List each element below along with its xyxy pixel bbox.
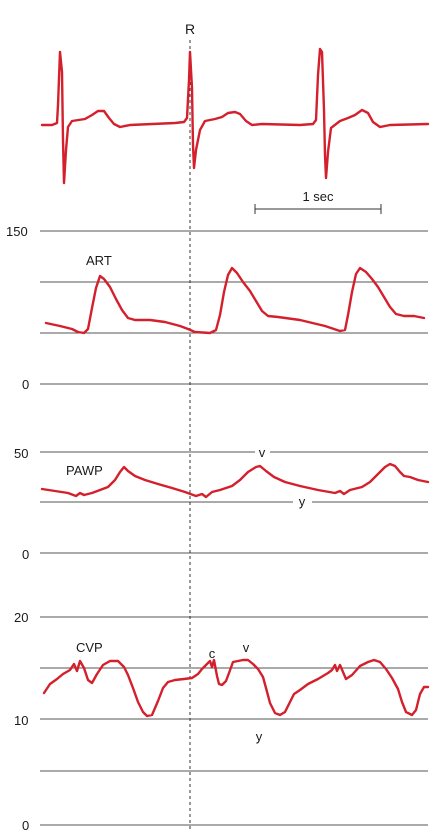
pawp-trace: [40, 462, 430, 499]
pawp-v-wave-label: v: [259, 445, 266, 460]
art-label: ART: [86, 253, 112, 268]
art-trace: [44, 266, 426, 335]
cvp-label: CVP: [76, 640, 103, 655]
cvp-tick-20: 20: [14, 610, 28, 625]
art-tick-0: 0: [22, 377, 29, 392]
r-wave-label: R: [185, 21, 195, 37]
cvp-tick-10: 10: [14, 713, 28, 728]
pawp-y-descent-label: y: [299, 494, 306, 509]
art-tick-150: 150: [6, 224, 28, 239]
cvp-v-wave-label: v: [243, 640, 250, 655]
cvp-tick-0: 0: [22, 818, 29, 833]
ecg-trace: [40, 47, 430, 185]
cvp-y-descent-label: y: [256, 729, 263, 744]
pawp-label: PAWP: [66, 463, 103, 478]
pawp-tick-0: 0: [22, 547, 29, 562]
time-scale-label: 1 sec: [302, 189, 334, 204]
cvp-trace: [42, 658, 430, 718]
pawp-tick-50: 50: [14, 446, 28, 461]
cvp-c-wave-label: c: [209, 646, 216, 661]
